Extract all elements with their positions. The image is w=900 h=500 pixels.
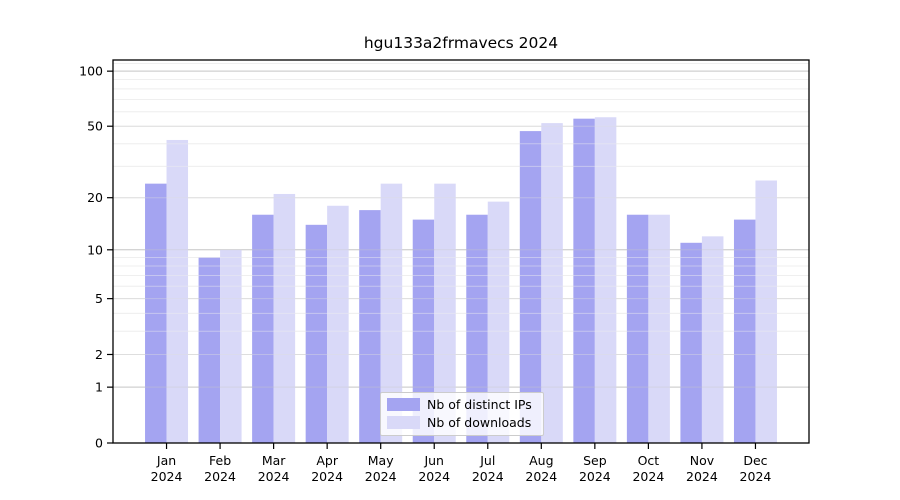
bar-distinct-ips-nov	[680, 242, 702, 443]
chart-title: hgu133a2frmavecs 2024	[363, 34, 559, 52]
bar-downloads-jan	[166, 139, 189, 443]
x-tick-label-month: Feb	[209, 453, 231, 468]
bar-downloads-feb	[220, 249, 242, 443]
x-tick-label-year: 2024	[311, 469, 343, 484]
x-tick-label-year: 2024	[418, 469, 450, 484]
legend: Nb of distinct IPs Nb of downloads	[380, 392, 544, 436]
bar-distinct-ips-sep	[573, 118, 595, 443]
bar-downloads-mar	[273, 193, 296, 443]
x-tick-label-year: 2024	[525, 469, 557, 484]
bar-distinct-ips-mar	[252, 214, 274, 443]
bar-distinct-ips-feb	[198, 257, 221, 443]
bar-distinct-ips-oct	[626, 214, 649, 443]
y-tick-label: 20	[87, 190, 103, 205]
x-tick-label-month: Aug	[529, 453, 553, 468]
x-tick-label-year: 2024	[258, 469, 290, 484]
legend-label-downloads: Nb of downloads	[427, 415, 532, 430]
bar-downloads-jun	[434, 183, 456, 443]
x-tick-label-month: Oct	[638, 453, 660, 468]
bar-downloads-nov	[701, 236, 724, 443]
x-tick-label-month: Jul	[479, 453, 495, 468]
bar-distinct-ips-dec	[733, 219, 756, 443]
x-tick-label-year: 2024	[740, 469, 772, 484]
y-tick-label: 1	[95, 380, 103, 395]
bar-downloads-may	[380, 183, 403, 443]
legend-item-downloads: Nb of downloads	[387, 415, 535, 430]
bar-distinct-ips-may	[359, 210, 381, 443]
bar-downloads-jul	[487, 201, 510, 443]
bar-downloads-aug	[541, 123, 563, 444]
x-tick-label-year: 2024	[204, 469, 236, 484]
y-tick-label: 2	[95, 347, 103, 362]
x-tick-label-year: 2024	[632, 469, 664, 484]
y-tick-label: 0	[95, 436, 103, 451]
x-tick-label-month: May	[368, 453, 394, 468]
x-tick-label-month: Jun	[423, 453, 444, 468]
x-tick-label-month: Dec	[743, 453, 767, 468]
bar-downloads-oct	[648, 214, 670, 443]
bar-distinct-ips-apr	[305, 224, 328, 443]
bar-distinct-ips-aug	[519, 131, 542, 443]
bar-distinct-ips-jun	[412, 219, 435, 443]
legend-item-distinct-ips: Nb of distinct IPs	[387, 397, 535, 412]
x-tick-label-month: Mar	[262, 453, 286, 468]
legend-label-distinct-ips: Nb of distinct IPs	[427, 397, 532, 412]
bar-downloads-dec	[755, 180, 777, 444]
bar-downloads-sep	[594, 117, 617, 444]
x-tick-label-year: 2024	[579, 469, 611, 484]
x-tick-label-month: Nov	[690, 453, 715, 468]
bar-distinct-ips-jan	[145, 183, 167, 443]
x-tick-label-year: 2024	[151, 469, 183, 484]
x-tick-label-month: Apr	[316, 453, 338, 468]
bar-distinct-ips-jul	[466, 214, 488, 443]
x-tick-label-month: Jan	[156, 453, 176, 468]
x-tick-label-year: 2024	[472, 469, 504, 484]
x-tick-label-month: Sep	[583, 453, 607, 468]
y-tick-label: 100	[79, 64, 103, 79]
axes-frame	[112, 59, 810, 444]
y-tick-label: 10	[87, 242, 103, 257]
x-tick-label-year: 2024	[365, 469, 397, 484]
legend-swatch-downloads	[387, 416, 420, 429]
y-tick-label: 50	[87, 119, 103, 134]
y-tick-label: 5	[95, 291, 103, 306]
bar-downloads-apr	[327, 205, 349, 443]
x-tick-label-year: 2024	[686, 469, 718, 484]
legend-swatch-distinct-ips	[387, 398, 420, 411]
